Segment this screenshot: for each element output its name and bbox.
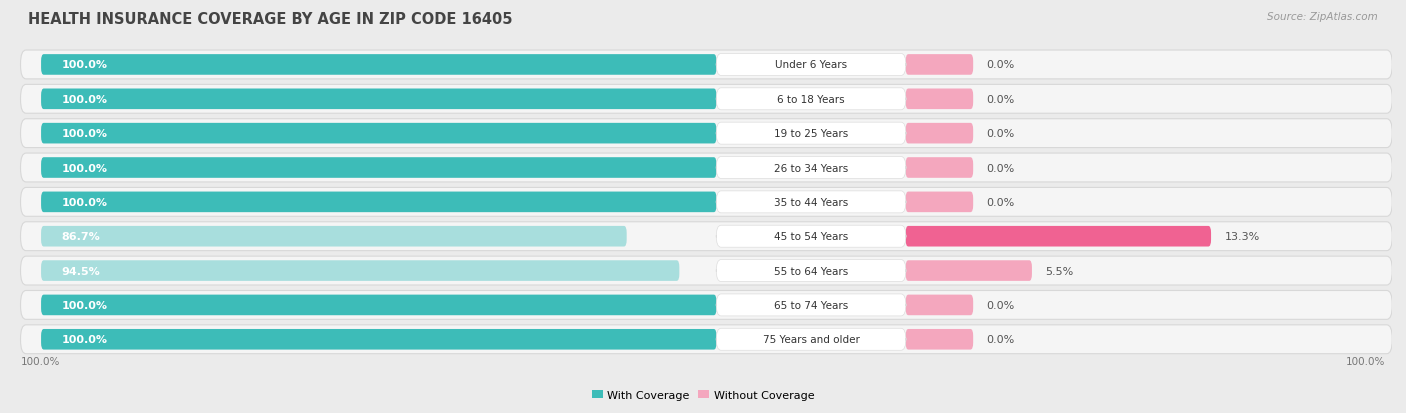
FancyBboxPatch shape <box>716 328 905 350</box>
FancyBboxPatch shape <box>41 55 717 76</box>
FancyBboxPatch shape <box>905 329 973 350</box>
FancyBboxPatch shape <box>716 191 905 214</box>
FancyBboxPatch shape <box>905 226 1211 247</box>
FancyBboxPatch shape <box>41 329 717 350</box>
FancyBboxPatch shape <box>905 55 973 76</box>
FancyBboxPatch shape <box>716 225 905 248</box>
FancyBboxPatch shape <box>41 89 717 110</box>
FancyBboxPatch shape <box>41 123 717 144</box>
Legend: With Coverage, Without Coverage: With Coverage, Without Coverage <box>592 390 814 400</box>
FancyBboxPatch shape <box>905 158 973 178</box>
FancyBboxPatch shape <box>21 51 1392 80</box>
FancyBboxPatch shape <box>41 261 679 281</box>
FancyBboxPatch shape <box>41 226 627 247</box>
FancyBboxPatch shape <box>21 222 1392 251</box>
FancyBboxPatch shape <box>905 89 973 110</box>
FancyBboxPatch shape <box>21 154 1392 183</box>
FancyBboxPatch shape <box>21 256 1392 285</box>
FancyBboxPatch shape <box>21 188 1392 217</box>
FancyBboxPatch shape <box>905 192 973 213</box>
FancyBboxPatch shape <box>716 123 905 145</box>
Text: 0.0%: 0.0% <box>987 300 1015 310</box>
Text: HEALTH INSURANCE COVERAGE BY AGE IN ZIP CODE 16405: HEALTH INSURANCE COVERAGE BY AGE IN ZIP … <box>28 12 513 27</box>
FancyBboxPatch shape <box>905 261 1032 281</box>
Text: 75 Years and older: 75 Years and older <box>762 335 859 344</box>
Text: 13.3%: 13.3% <box>1225 232 1260 242</box>
Text: 0.0%: 0.0% <box>987 129 1015 139</box>
Text: 100.0%: 100.0% <box>62 197 107 207</box>
Text: 100.0%: 100.0% <box>62 163 107 173</box>
FancyBboxPatch shape <box>905 123 973 144</box>
FancyBboxPatch shape <box>21 85 1392 114</box>
Text: 0.0%: 0.0% <box>987 95 1015 104</box>
FancyBboxPatch shape <box>21 119 1392 148</box>
Text: 86.7%: 86.7% <box>62 232 100 242</box>
Text: 100.0%: 100.0% <box>1346 356 1385 366</box>
Text: 19 to 25 Years: 19 to 25 Years <box>773 129 848 139</box>
FancyBboxPatch shape <box>716 260 905 282</box>
Text: 100.0%: 100.0% <box>62 60 107 70</box>
Text: 0.0%: 0.0% <box>987 60 1015 70</box>
FancyBboxPatch shape <box>716 294 905 316</box>
FancyBboxPatch shape <box>41 158 717 178</box>
FancyBboxPatch shape <box>41 295 717 316</box>
Text: 35 to 44 Years: 35 to 44 Years <box>773 197 848 207</box>
Text: 26 to 34 Years: 26 to 34 Years <box>773 163 848 173</box>
FancyBboxPatch shape <box>716 55 905 76</box>
FancyBboxPatch shape <box>21 325 1392 354</box>
FancyBboxPatch shape <box>716 89 905 111</box>
Text: 5.5%: 5.5% <box>1046 266 1074 276</box>
Text: 6 to 18 Years: 6 to 18 Years <box>778 95 845 104</box>
Text: Under 6 Years: Under 6 Years <box>775 60 848 70</box>
FancyBboxPatch shape <box>905 295 973 316</box>
Text: 45 to 54 Years: 45 to 54 Years <box>773 232 848 242</box>
FancyBboxPatch shape <box>21 291 1392 320</box>
Text: 65 to 74 Years: 65 to 74 Years <box>773 300 848 310</box>
Text: 0.0%: 0.0% <box>987 163 1015 173</box>
Text: 0.0%: 0.0% <box>987 197 1015 207</box>
Text: 55 to 64 Years: 55 to 64 Years <box>773 266 848 276</box>
Text: 94.5%: 94.5% <box>62 266 100 276</box>
Text: 100.0%: 100.0% <box>21 356 60 366</box>
FancyBboxPatch shape <box>716 157 905 179</box>
Text: 100.0%: 100.0% <box>62 129 107 139</box>
Text: 0.0%: 0.0% <box>987 335 1015 344</box>
Text: Source: ZipAtlas.com: Source: ZipAtlas.com <box>1267 12 1378 22</box>
Text: 100.0%: 100.0% <box>62 335 107 344</box>
Text: 100.0%: 100.0% <box>62 300 107 310</box>
Text: 100.0%: 100.0% <box>62 95 107 104</box>
FancyBboxPatch shape <box>41 192 717 213</box>
